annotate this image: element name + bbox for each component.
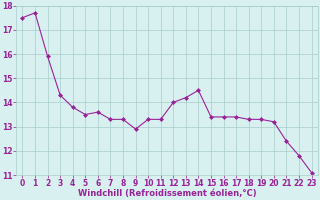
- X-axis label: Windchill (Refroidissement éolien,°C): Windchill (Refroidissement éolien,°C): [78, 189, 256, 198]
